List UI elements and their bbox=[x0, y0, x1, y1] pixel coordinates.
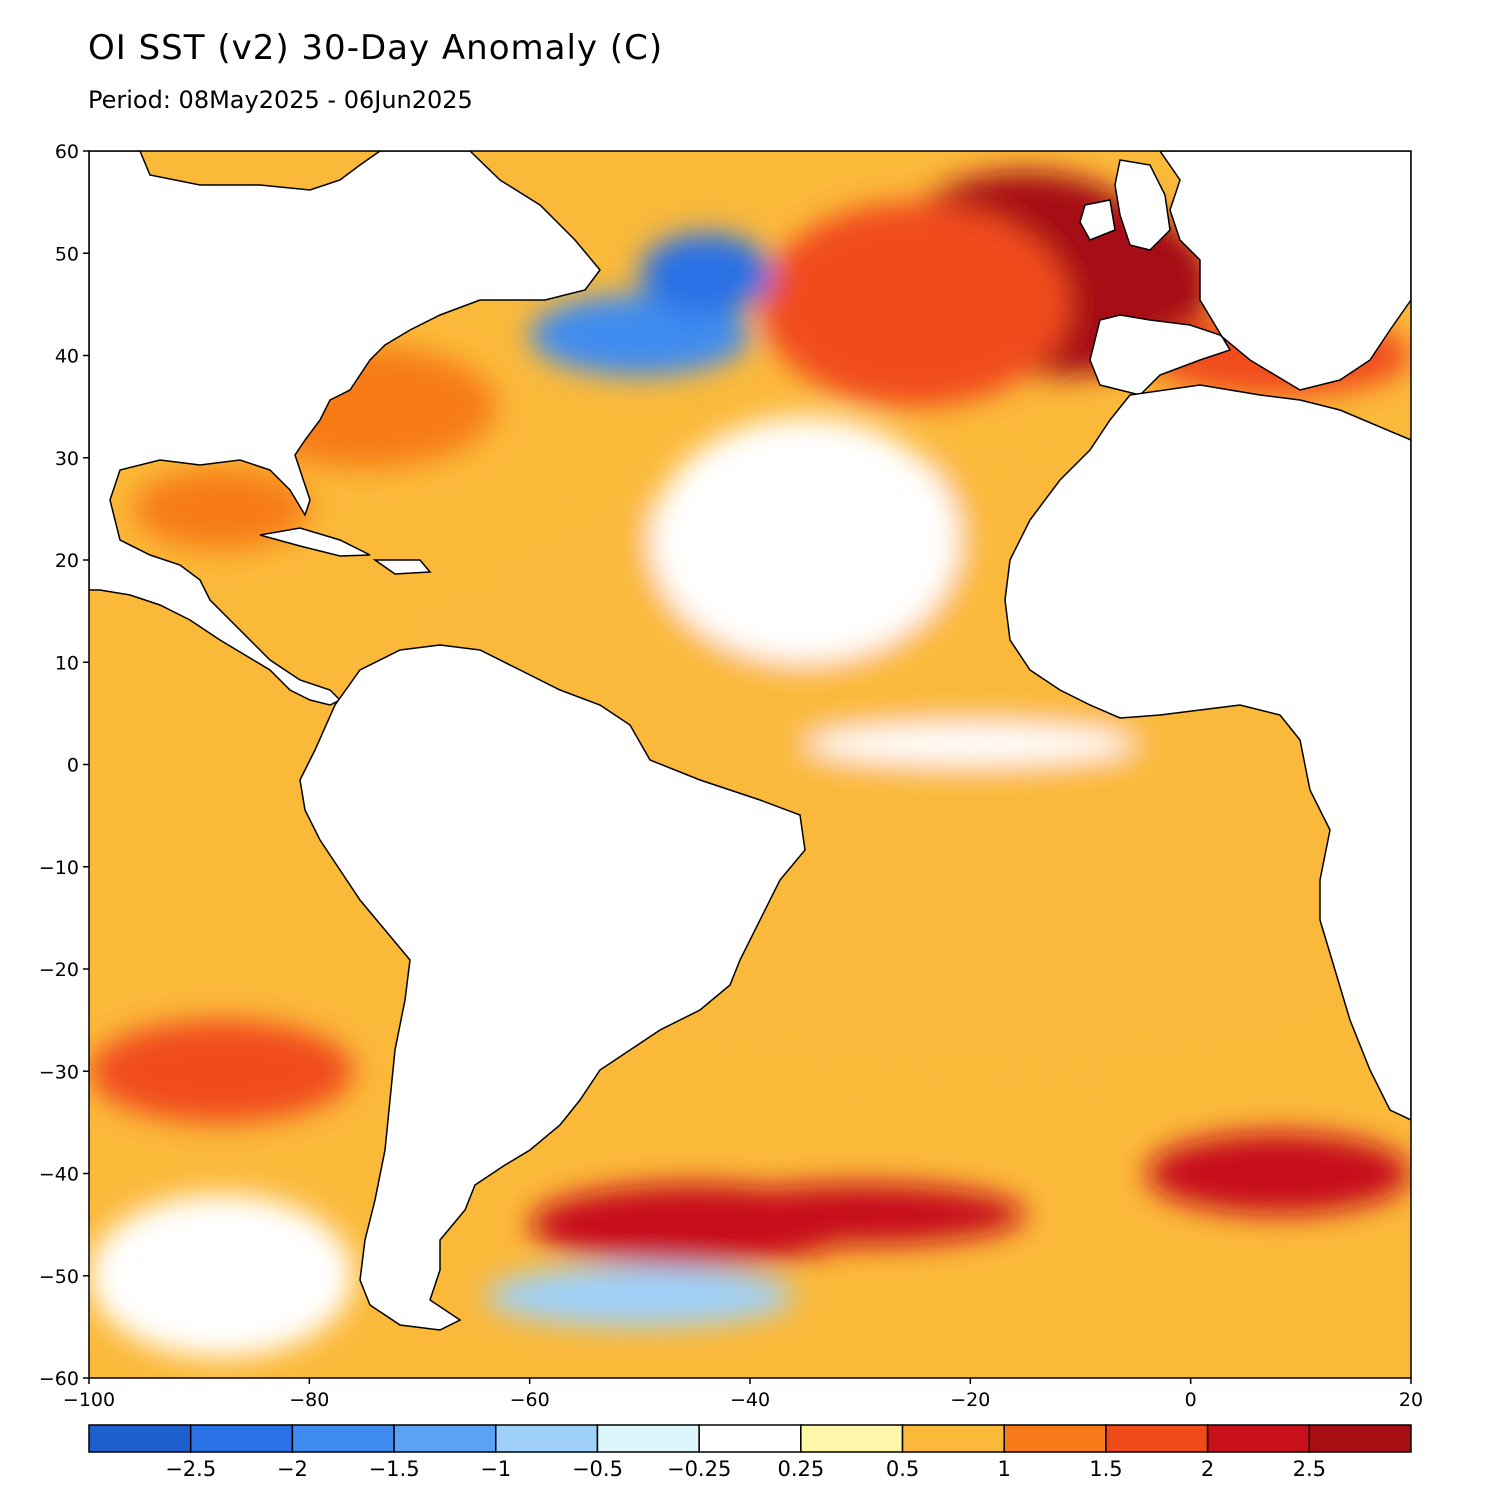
colorbar-swatch bbox=[1206, 1424, 1311, 1453]
landmasses bbox=[89, 151, 1411, 1331]
colorbar-label: −0.5 bbox=[572, 1457, 623, 1481]
lon-tick-label: −80 bbox=[289, 1389, 329, 1411]
colorbar-label: 0.25 bbox=[777, 1457, 824, 1481]
anomaly-region bbox=[694, 1183, 1026, 1246]
colorbar-label: −1.5 bbox=[369, 1457, 420, 1481]
lon-tick-label: 0 bbox=[1185, 1389, 1197, 1411]
lat-tick-label: 60 bbox=[55, 141, 79, 163]
lon-tick-label: −20 bbox=[950, 1389, 990, 1411]
anomaly-region bbox=[761, 202, 1070, 407]
colorbar-swatch bbox=[596, 1424, 700, 1453]
colorbar-swatch bbox=[1308, 1424, 1412, 1453]
colorbar-label: −0.25 bbox=[667, 1457, 731, 1481]
africa-landmass bbox=[1004, 384, 1411, 1121]
lon-tick-label: −100 bbox=[63, 1389, 115, 1411]
hispaniola-island bbox=[372, 559, 432, 575]
lat-tick-label: 30 bbox=[55, 448, 79, 470]
great-britain-island bbox=[1114, 159, 1171, 251]
colorbar-swatch bbox=[291, 1424, 395, 1453]
colorbar: −2.5 −2 −1.5 −1 −0.5 −0.25 0.25 0.5 1 1.5 2 2.5 bbox=[88, 1424, 1412, 1481]
lon-tick-label: −60 bbox=[510, 1389, 550, 1411]
lat-tick-label: 10 bbox=[55, 652, 79, 674]
anomaly-region bbox=[1146, 1132, 1411, 1215]
anomaly-region bbox=[639, 232, 773, 315]
north-america-landmass bbox=[89, 151, 601, 706]
lon-tick-label: −40 bbox=[730, 1389, 770, 1411]
lat-tick-label: 40 bbox=[55, 346, 79, 368]
period-subtitle: Period: 08May2025 - 06Jun2025 bbox=[88, 86, 473, 114]
colorbar-swatch bbox=[393, 1424, 497, 1453]
anomaly-region bbox=[529, 294, 750, 376]
cuba-island bbox=[259, 527, 371, 557]
colorbar-swatch bbox=[800, 1424, 904, 1453]
colorbar-swatch bbox=[1003, 1424, 1107, 1453]
chart-title: OI SST (v2) 30-Day Anomaly (C) bbox=[88, 28, 664, 68]
colorbar-label: 1.5 bbox=[1089, 1457, 1122, 1481]
colorbar-swatch bbox=[698, 1424, 802, 1453]
colorbar-swatch bbox=[88, 1424, 192, 1453]
colorbar-swatch bbox=[1105, 1424, 1209, 1453]
lat-tick-label: −30 bbox=[39, 1061, 79, 1083]
colorbar-swatch bbox=[901, 1424, 1005, 1453]
lat-tick-label: 20 bbox=[55, 550, 79, 572]
lat-tick-label: −50 bbox=[39, 1266, 79, 1288]
anomaly-region bbox=[133, 467, 310, 550]
colorbar-label: −1 bbox=[480, 1457, 511, 1481]
anomaly-region bbox=[89, 1193, 354, 1358]
europe-landmass bbox=[1089, 151, 1411, 396]
colorbar-label: −2.5 bbox=[165, 1457, 216, 1481]
colorbar-label: 0.5 bbox=[886, 1457, 919, 1481]
lat-tick-label: 50 bbox=[55, 243, 79, 265]
lat-tick-label: −10 bbox=[39, 857, 79, 879]
colorbar-label: 2.5 bbox=[1293, 1457, 1326, 1481]
longitude-axis: −100 −80 −60 −40 −20 0 20 bbox=[63, 1378, 1423, 1411]
south-america-landmass bbox=[299, 644, 806, 1331]
colorbar-swatch bbox=[189, 1424, 294, 1453]
colorbar-swatch bbox=[495, 1424, 599, 1453]
lat-tick-label: 0 bbox=[67, 755, 79, 777]
lat-tick-label: −40 bbox=[39, 1164, 79, 1186]
anomaly-region bbox=[485, 1265, 795, 1327]
colorbar-label: 1 bbox=[998, 1457, 1011, 1481]
anomaly-region bbox=[89, 1020, 354, 1123]
colorbar-label: −2 bbox=[277, 1457, 308, 1481]
lat-tick-label: −20 bbox=[39, 959, 79, 981]
ireland-island bbox=[1079, 199, 1116, 241]
latitude-axis: 60 50 40 30 20 10 0 −10 −20 −30 −40 −50 −60 bbox=[39, 141, 89, 1390]
anomaly-region bbox=[650, 416, 960, 663]
lon-tick-label: 20 bbox=[1399, 1389, 1423, 1411]
anomaly-region bbox=[805, 723, 1136, 765]
lat-tick-label: −60 bbox=[39, 1368, 79, 1390]
colorbar-label: 2 bbox=[1201, 1457, 1214, 1481]
